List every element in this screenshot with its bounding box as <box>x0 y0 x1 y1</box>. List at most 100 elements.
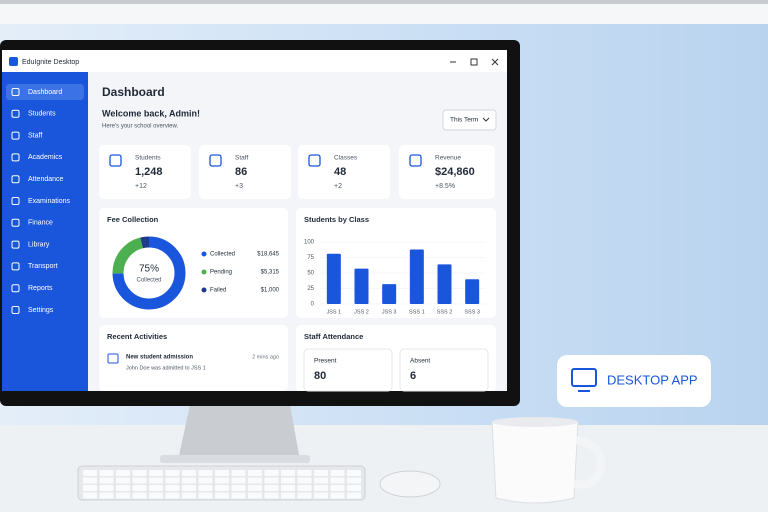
key <box>182 477 196 484</box>
sidebar-item[interactable]: Reports <box>28 285 53 292</box>
mug-handle <box>573 436 605 489</box>
key <box>281 477 295 484</box>
close-button[interactable] <box>491 58 499 66</box>
stat-cards: Students 1,248 +12 Staff 86 +3 Classes 48 +2 Reve… <box>99 145 495 199</box>
term-select[interactable] <box>442 109 497 131</box>
sidebar-item[interactable]: Settings <box>28 307 54 314</box>
sidebar <box>2 72 88 391</box>
key <box>149 477 163 484</box>
maximize-button[interactable] <box>470 58 478 66</box>
welcome: Welcome back, Admin! <box>102 108 200 118</box>
stat-icon <box>209 154 222 167</box>
key <box>330 470 345 476</box>
fee-title: Fee Collection <box>107 215 159 224</box>
mouse <box>379 470 441 498</box>
sidebar-item[interactable]: Examinations <box>28 198 71 205</box>
attendance-title: Staff Attendance <box>304 332 363 341</box>
donut-center-sublabel: Collected <box>136 278 161 284</box>
key <box>182 485 196 491</box>
key <box>231 470 246 476</box>
app-icon <box>9 57 18 66</box>
key <box>347 492 361 499</box>
key <box>264 485 279 491</box>
x-tick-label: SSS 1 <box>409 309 425 315</box>
term-chevron <box>482 117 490 122</box>
fee-card <box>99 208 288 318</box>
bar <box>382 284 397 304</box>
key <box>248 492 262 499</box>
y-tick-label: 100 <box>304 240 315 246</box>
key <box>165 492 180 499</box>
sidebar-icon <box>11 284 20 293</box>
key <box>99 477 114 484</box>
badge-text: DESKTOP APP <box>607 372 698 387</box>
attendance-items: Present 80 Absent 6 <box>303 348 489 392</box>
stat-change: +8.5% <box>435 183 455 190</box>
stat-change: +3 <box>235 183 243 190</box>
sidebar-item[interactable]: Attendance <box>28 176 64 183</box>
key <box>116 485 130 491</box>
key <box>198 485 213 491</box>
sidebar-item[interactable]: Staff <box>28 132 42 139</box>
window-title: EduIgnite Desktop <box>22 59 79 66</box>
key <box>231 485 246 491</box>
x-tick-label: SSS 2 <box>437 309 453 315</box>
attendance-box <box>399 348 489 392</box>
activity-time: 2 mins ago <box>252 354 279 360</box>
legend-value: $18,645 <box>257 252 279 258</box>
sidebar-item[interactable]: Transport <box>28 263 58 270</box>
stat-label: Revenue <box>435 155 461 162</box>
sidebar-icon <box>11 240 20 249</box>
sidebar-item[interactable]: Library <box>28 241 50 248</box>
legend-dot <box>201 251 207 257</box>
attendance-value: 80 <box>314 370 326 382</box>
bar <box>354 268 369 304</box>
activity-title: Recent Activities <box>107 332 167 341</box>
key <box>116 477 130 484</box>
sidebar-icon <box>11 131 20 140</box>
key <box>347 470 361 476</box>
keys <box>83 470 361 499</box>
key <box>149 485 163 491</box>
shelf-edge <box>0 0 768 4</box>
x-tick-label: JSS 1 <box>326 309 341 315</box>
key <box>99 485 114 491</box>
key <box>165 470 180 476</box>
stand-base <box>160 455 310 463</box>
sidebar-icon <box>11 262 20 271</box>
key <box>165 477 180 484</box>
legend-dot <box>201 269 207 275</box>
subtitle: Here's your school overview. <box>102 124 179 130</box>
sidebar-item[interactable]: Finance <box>28 220 53 227</box>
activity-icon <box>107 353 119 364</box>
sidebar-item[interactable]: Dashboard <box>28 89 62 96</box>
sidebar-icon <box>11 218 20 227</box>
key <box>297 477 312 484</box>
stat-label: Staff <box>235 155 248 162</box>
sidebar-item[interactable]: Students <box>28 111 56 118</box>
activity-detail: John Doe was admitted to JSS 1 <box>126 365 206 371</box>
bar <box>409 249 424 304</box>
stat-card <box>298 145 390 199</box>
sidebar-active <box>6 84 84 100</box>
x-tick-label: JSS 2 <box>354 309 369 315</box>
sidebar-icon <box>11 175 20 184</box>
stat-label: Classes <box>334 155 358 162</box>
mug <box>491 421 579 504</box>
sidebar-item[interactable]: Academics <box>28 154 63 161</box>
key <box>83 470 97 476</box>
activity-card <box>99 325 288 391</box>
bar-chart: 0 25 50 75 100 JSS 1 JSS 2 JSS 3 SSS 1 SSS 2 SSS 3 <box>304 240 486 315</box>
stat-value: 1,248 <box>135 166 163 178</box>
activity-item-title: New student admission <box>126 355 193 361</box>
y-tick-label: 75 <box>307 255 314 261</box>
key <box>314 470 328 476</box>
key <box>198 477 213 484</box>
legend-value: $1,000 <box>261 288 280 294</box>
key <box>264 477 279 484</box>
donut-segment <box>112 236 186 310</box>
key <box>281 485 295 491</box>
key <box>231 492 246 499</box>
key <box>330 485 345 491</box>
key <box>215 492 229 499</box>
